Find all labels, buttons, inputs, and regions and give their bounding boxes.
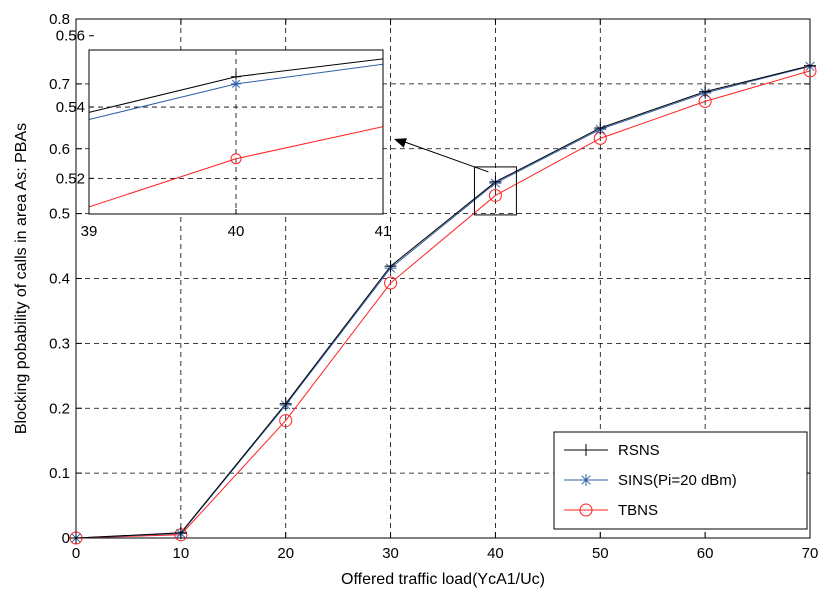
- legend: RSNS SINS(Pi=20 dBm) TBNS: [553, 431, 808, 530]
- inset-x-tick-label: 41: [375, 223, 392, 240]
- zoom-arrow-head: [394, 138, 407, 148]
- data-point-star: [580, 474, 592, 486]
- x-tick-label: 60: [697, 545, 714, 562]
- legend-label: TBNS: [618, 502, 658, 519]
- data-point-plus: [384, 260, 397, 273]
- data-point-circle: [279, 414, 293, 428]
- series-group: [69, 59, 817, 545]
- data-point-star: [231, 78, 241, 89]
- data-point-plus: [489, 175, 502, 188]
- inset-x-tick-label: 40: [228, 223, 245, 240]
- y-axis-title: Blocking pobability of calls in area As:…: [13, 123, 30, 434]
- zoom-arrow-line: [401, 140, 489, 173]
- y-tick-label: 0.2: [49, 400, 70, 417]
- x-tick-label: 30: [382, 545, 399, 562]
- x-axis-title: Offered traffic load(YcA1/Uc): [341, 571, 545, 588]
- y-tick-label: 0.1: [49, 465, 70, 482]
- y-tick-label: 0.5: [49, 206, 70, 223]
- x-tick-label: 40: [487, 545, 504, 562]
- y-tick-label: 0.4: [49, 271, 70, 288]
- series-line-tbns: [75, 70, 811, 539]
- legend-label: SINS(Pi=20 dBm): [618, 472, 737, 489]
- inset-series-line: [89, 126, 383, 208]
- data-point-plus: [594, 121, 607, 134]
- y-tick-label: 0.7: [49, 76, 70, 93]
- y-tick-label: 0.3: [49, 335, 70, 352]
- x-tick-label: 0: [72, 545, 80, 562]
- data-point-plus: [70, 532, 82, 544]
- inset-series-group: [89, 58, 383, 208]
- legend-label: RSNS: [618, 442, 660, 459]
- inset-chart: 39 40 41 0.52 0.54 0.56: [56, 28, 392, 240]
- x-tick-label: 20: [277, 545, 294, 562]
- data-point-circle: [230, 153, 242, 165]
- inset-x-tick-label: 39: [81, 223, 98, 240]
- x-tick-label: 50: [592, 545, 609, 562]
- data-point-plus: [699, 85, 712, 98]
- y-tick-label: 0: [62, 530, 70, 547]
- y-tick-label: 0.8: [49, 11, 70, 28]
- zoom-box: [473, 166, 517, 216]
- data-point-plus: [580, 444, 592, 456]
- data-point-circle: [488, 188, 502, 202]
- data-point-circle: [579, 503, 593, 517]
- series-line-rsns: [75, 65, 811, 539]
- x-tick-label: 10: [173, 545, 190, 562]
- inset-y-tick-label: 0.52: [56, 170, 85, 187]
- y-tick-label: 0.6: [49, 141, 70, 158]
- x-tick-label: 70: [802, 545, 819, 562]
- data-point-plus: [279, 397, 292, 410]
- data-point-plus: [804, 59, 816, 72]
- data-point-circle: [384, 276, 398, 290]
- inset-y-tick-label: 0.54: [56, 99, 85, 116]
- inset-y-tick-label: 0.56: [56, 28, 85, 45]
- data-point-plus: [174, 526, 187, 539]
